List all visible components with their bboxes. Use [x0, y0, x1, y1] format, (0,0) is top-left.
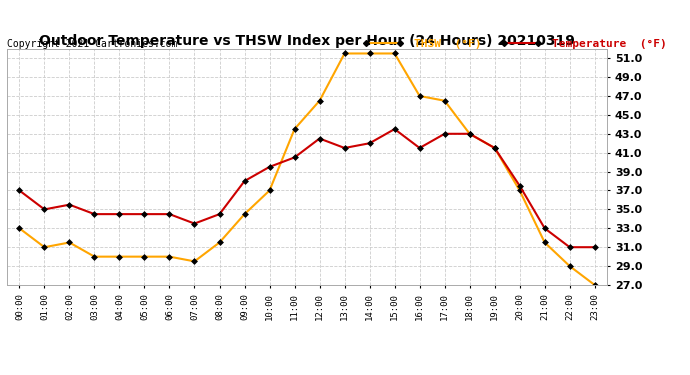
Text: THSW  (°F): THSW (°F) [414, 39, 482, 50]
Text: Copyright 2021 Cartronics.com: Copyright 2021 Cartronics.com [7, 39, 177, 50]
Title: Outdoor Temperature vs THSW Index per Hour (24 Hours) 20210319: Outdoor Temperature vs THSW Index per Ho… [39, 34, 575, 48]
Text: Temperature  (°F): Temperature (°F) [552, 39, 667, 50]
